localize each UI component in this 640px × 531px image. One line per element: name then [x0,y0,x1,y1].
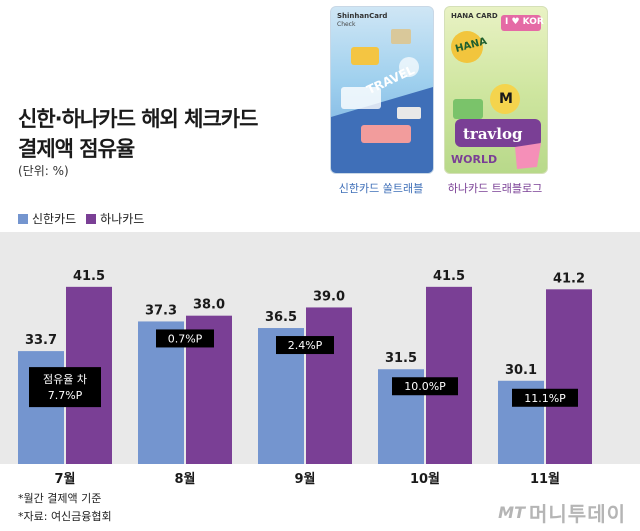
diff-value-1: 7.7%P [48,389,83,402]
value-label-hana-4: 41.5 [433,269,465,284]
legend-label-shinhan: 신한카드 [32,212,77,226]
value-label-hana-3: 39.0 [313,289,345,304]
value-label-shinhan-4: 31.5 [385,351,417,366]
watermark-mt: MT [498,503,525,522]
chart-title: 신한·하나카드 해외 체크카드 결제액 점유율 [18,104,258,164]
legend-swatch-shinhan [18,213,28,224]
diff-value-5: 11.1%P [524,392,566,405]
chart-title-line1: 신한·하나카드 해외 체크카드 [18,107,258,131]
hana-sticker-kor: I ♥ KOR [505,17,544,27]
hana-sticker-world: WORLD [451,153,498,166]
diff-label-1: 점유율 차 [43,373,87,386]
hana-card-illustration [451,15,541,169]
legend: 신한카드 하나카드 [18,210,154,227]
x-tick-label-4: 10월 [410,471,440,487]
value-label-shinhan-3: 36.5 [265,310,297,325]
shinhan-card-image: ShinhanCard Check TRAVEL [330,6,434,174]
x-tick-label-5: 11월 [530,471,560,487]
value-label-hana-1: 41.5 [73,269,105,284]
shinhan-card-sub: Check [337,21,356,28]
diff-value-4: 10.0%P [404,380,446,393]
chart-title-line2: 결제액 점유율 [18,137,135,161]
shinhan-card-brand: ShinhanCard [337,12,388,20]
legend-item-hana: 하나카드 [86,210,144,227]
diff-box-3 [276,336,334,355]
x-tick-label-3: 9월 [294,471,315,487]
value-label-shinhan-5: 30.1 [505,363,537,378]
x-tick-label-1: 7월 [54,471,75,487]
legend-label-hana: 하나카드 [100,212,145,226]
shinhan-card-illustration [331,29,433,173]
bar-hana-4 [426,286,472,464]
bar-hana-3 [306,307,352,464]
hana-card-image: HANA CARD HANA I ♥ KOR M travlog WORLD [444,6,548,174]
x-axis-band [0,464,640,490]
watermark-name: 머니투데이 [529,502,626,526]
hana-card-word: travlog [463,125,523,143]
diff-value-3: 2.4%P [288,339,323,352]
diff-box-2 [156,329,214,348]
x-tick-label-2: 8월 [174,471,195,487]
footnote-2: *자료: 여신금융협회 [18,510,112,523]
footnote-1: *월간 결제액 기준 [18,492,102,505]
value-label-hana-2: 38.0 [193,298,225,313]
diff-value-2: 0.7%P [168,332,203,345]
diff-box-5 [512,388,578,407]
publisher-watermark: MT 머니투데이 [498,498,626,527]
legend-item-shinhan: 신한카드 [18,210,76,227]
diff-box-4 [392,377,458,396]
hana-sticker-m: M [499,91,513,107]
hana-card-caption: 하나카드 트래블로그 [447,182,543,195]
legend-swatch-hana [86,213,97,224]
hana-card-brand: HANA CARD [451,12,498,20]
unit-label: (단위: %) [18,164,69,178]
value-label-hana-5: 41.2 [553,271,585,286]
bar-hana-5 [546,289,592,464]
bar-chart: 33.7 41.5 점유율 차 7.7%P 7월 37.3 38.0 0.7%P 8월 36.5 3… [18,269,592,487]
value-label-shinhan-2: 37.3 [145,303,177,318]
shinhan-card-caption: 신한카드 쏠트래블 [338,182,424,195]
value-label-shinhan-1: 33.7 [25,333,57,348]
diff-box-1 [29,367,101,408]
